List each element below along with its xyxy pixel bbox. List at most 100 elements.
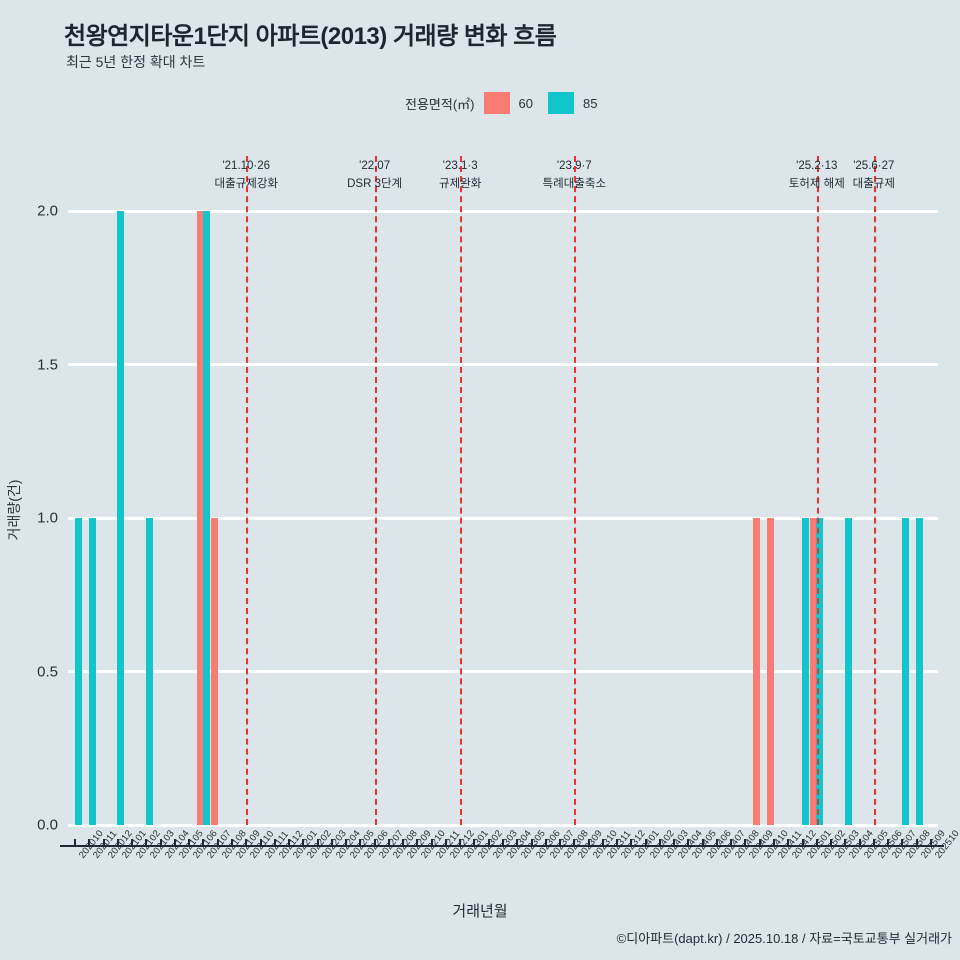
x-axis-tick bbox=[772, 839, 775, 846]
x-axis-tick bbox=[387, 839, 390, 846]
event-annotation-name: 토허제 해제 bbox=[788, 177, 845, 190]
x-axis-tick bbox=[915, 839, 918, 846]
chart-legend: 전용면적(㎡) 60 85 bbox=[405, 92, 603, 114]
x-axis-tick bbox=[673, 839, 676, 846]
x-axis-tick bbox=[416, 839, 419, 846]
event-marker-line bbox=[374, 156, 377, 825]
event-annotation-date: '21.10·26 bbox=[222, 160, 271, 172]
x-axis-tick bbox=[316, 839, 319, 846]
bar bbox=[844, 518, 852, 825]
bar bbox=[901, 518, 909, 825]
x-axis-tick bbox=[815, 839, 818, 846]
event-marker-line bbox=[246, 156, 249, 825]
x-axis-tick bbox=[288, 839, 291, 846]
legend-swatch-60 bbox=[483, 92, 510, 114]
event-annotation-date: '22.07 bbox=[359, 160, 391, 172]
x-axis-tick bbox=[844, 839, 847, 846]
x-axis-tick bbox=[330, 839, 333, 846]
bar bbox=[916, 518, 924, 825]
event-annotation-name: 대출규제강화 bbox=[214, 177, 279, 190]
y-axis-tick-label: 1.0 bbox=[37, 509, 58, 527]
x-axis-title: 거래년월 bbox=[452, 903, 508, 920]
gridline bbox=[68, 209, 938, 213]
event-annotation: '22.07 DSR 3단계 bbox=[347, 158, 402, 194]
x-axis-tick bbox=[858, 839, 861, 846]
bar bbox=[202, 211, 210, 825]
x-axis-tick bbox=[259, 839, 262, 846]
x-axis-tick bbox=[559, 839, 562, 846]
x-axis-tick bbox=[544, 839, 547, 846]
x-axis-tick bbox=[131, 839, 134, 846]
bar bbox=[74, 518, 82, 825]
gridline bbox=[68, 823, 938, 827]
x-axis-tick bbox=[359, 839, 362, 846]
event-annotation-name: 규제완화 bbox=[439, 177, 482, 190]
x-axis-tick bbox=[245, 839, 248, 846]
x-axis-tick bbox=[929, 839, 932, 846]
y-axis-tick-label: 2.0 bbox=[37, 202, 58, 220]
x-axis-tick bbox=[345, 839, 348, 846]
y-axis-tick-label: 0.0 bbox=[37, 816, 58, 834]
y-axis: 0.0 0.5 1.0 1.5 2.0 bbox=[0, 203, 58, 834]
bar bbox=[810, 518, 818, 825]
x-axis-tick bbox=[887, 839, 890, 846]
gridline bbox=[68, 516, 938, 520]
event-annotation-date: '23.1·3 bbox=[442, 160, 478, 172]
x-axis-tick bbox=[601, 839, 604, 846]
bar bbox=[802, 518, 809, 825]
event-annotation: '23.1·3 규제완화 bbox=[439, 158, 481, 194]
x-axis-tick bbox=[616, 839, 619, 846]
x-axis-tick bbox=[173, 839, 176, 846]
page-subtitle: 최근 5년 한정 확대 차트 bbox=[66, 54, 206, 70]
x-axis-tick bbox=[658, 839, 661, 846]
x-axis-tick bbox=[188, 839, 191, 846]
x-axis-line bbox=[60, 845, 944, 847]
x-axis-tick bbox=[830, 839, 833, 846]
event-annotation-date: '25.2·13 bbox=[796, 160, 838, 172]
x-axis-tick bbox=[787, 839, 790, 846]
x-axis-tick bbox=[901, 839, 904, 846]
x-axis-tick bbox=[231, 839, 234, 846]
bar bbox=[753, 518, 761, 825]
x-axis-tick bbox=[758, 839, 761, 846]
legend-swatch-85 bbox=[547, 92, 574, 114]
x-axis-tick bbox=[587, 839, 590, 846]
x-axis-tick bbox=[701, 839, 704, 846]
x-axis-tick bbox=[88, 839, 91, 846]
event-annotation: '21.10·26 대출규제강화 bbox=[215, 158, 278, 194]
legend-label-60: 60 bbox=[518, 95, 533, 111]
x-axis-tick bbox=[373, 839, 376, 846]
x-axis-tick bbox=[202, 839, 205, 846]
x-axis-tick bbox=[487, 839, 490, 846]
event-annotation-name: 특례대출축소 bbox=[542, 177, 607, 190]
x-axis-tick bbox=[644, 839, 647, 846]
bar bbox=[767, 518, 775, 825]
event-annotation: '25.2·13 토허제 해제 bbox=[789, 158, 845, 194]
x-axis-tick bbox=[402, 839, 405, 846]
x-axis-tick bbox=[730, 839, 733, 846]
x-axis-tick bbox=[444, 839, 447, 846]
x-axis-tick bbox=[102, 839, 105, 846]
event-annotation-date: '25.6·27 bbox=[853, 160, 895, 172]
x-axis-tick bbox=[459, 839, 462, 846]
plot-area bbox=[68, 156, 938, 827]
bar bbox=[196, 211, 204, 825]
event-marker-line bbox=[816, 156, 819, 825]
bar bbox=[211, 518, 219, 825]
event-annotation-date: '23.9·7 bbox=[556, 160, 592, 172]
x-axis-tick bbox=[630, 839, 633, 846]
credit-text: ©디아파트(dapt.kr) / 2025.10.18 / 자료=국토교통부 실… bbox=[616, 931, 952, 946]
x-axis-tick bbox=[502, 839, 504, 846]
event-annotation-name: 대출규제 bbox=[852, 177, 895, 190]
event-marker-line bbox=[574, 156, 577, 825]
legend-label-85: 85 bbox=[582, 95, 598, 111]
event-marker-line bbox=[460, 156, 463, 825]
x-axis-tick bbox=[687, 839, 690, 846]
y-axis-tick-label: 0.5 bbox=[37, 663, 58, 680]
x-axis-tick bbox=[744, 839, 747, 846]
event-annotation-name: DSR 3단계 bbox=[347, 177, 403, 190]
gridline bbox=[68, 363, 938, 366]
x-axis-tick bbox=[145, 839, 148, 846]
event-marker-line bbox=[873, 156, 876, 825]
y-axis-title: 거래량(건) bbox=[6, 479, 22, 541]
